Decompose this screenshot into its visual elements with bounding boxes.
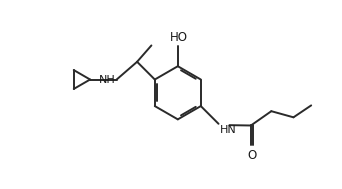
Text: HN: HN (220, 125, 237, 135)
Text: NH: NH (98, 75, 115, 85)
Text: HO: HO (170, 31, 187, 44)
Text: O: O (248, 149, 257, 162)
